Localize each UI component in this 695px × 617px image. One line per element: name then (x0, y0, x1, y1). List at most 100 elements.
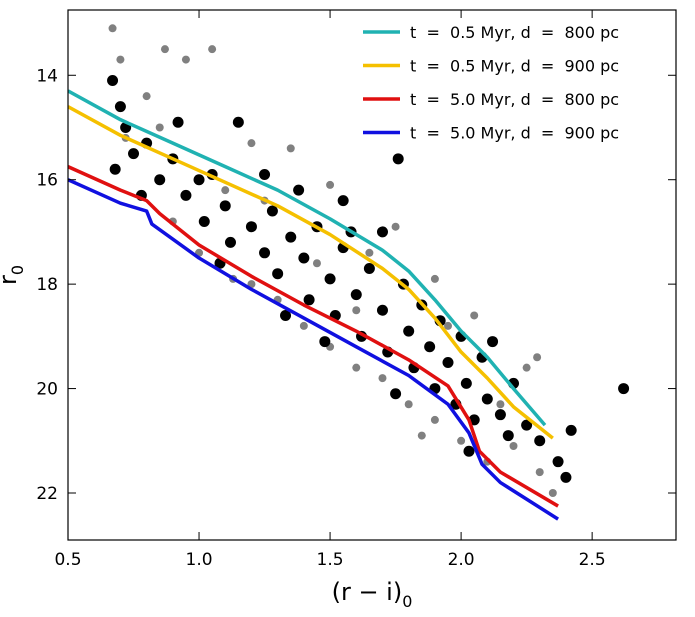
data-point (502, 430, 514, 442)
data-point (565, 424, 577, 436)
data-point (337, 195, 349, 207)
data-point (403, 325, 415, 337)
data-point (324, 273, 336, 285)
y-tick-label: 20 (36, 380, 58, 400)
data-point (285, 231, 297, 243)
axes-frame (67, 9, 677, 541)
data-point (181, 55, 190, 64)
data-point (193, 174, 205, 186)
data-point (534, 435, 546, 447)
data-point (560, 471, 572, 483)
x-tick-label: 2.5 (579, 550, 606, 570)
data-point (286, 144, 295, 153)
data-point (363, 262, 375, 274)
data-point (470, 311, 479, 320)
data-point (107, 74, 119, 86)
x-axis-label-text: (r − i) (332, 578, 403, 606)
data-point (224, 236, 236, 248)
data-point (430, 274, 439, 283)
data-point (155, 123, 164, 132)
data-point (392, 153, 404, 165)
data-point (142, 92, 151, 101)
data-point (109, 163, 121, 175)
x-tick-label: 1.5 (317, 550, 344, 570)
data-point (365, 248, 374, 257)
legend-label: t = 5.0 Myr, d = 800 pc (410, 90, 619, 109)
data-point (293, 184, 305, 196)
x-tick-label: 0.5 (54, 550, 81, 570)
data-point (198, 215, 210, 227)
data-point (535, 468, 544, 477)
data-point (463, 445, 475, 457)
data-point (352, 306, 361, 315)
legend-label: t = 5.0 Myr, d = 900 pc (410, 124, 619, 143)
data-point (172, 116, 184, 128)
data-point (299, 321, 308, 330)
data-point (312, 259, 321, 268)
data-point (272, 268, 284, 280)
data-point (404, 400, 413, 409)
data-point (509, 442, 518, 451)
data-point (417, 431, 426, 440)
y-axis-label-text: r (0, 275, 22, 285)
legend-label: t = 0.5 Myr, d = 900 pc (410, 57, 619, 76)
x-axis-label-sub: 0 (402, 592, 412, 611)
data-point (548, 489, 557, 498)
data-point (128, 148, 140, 160)
y-axis-label-sub: 0 (8, 265, 27, 275)
data-point (326, 180, 335, 189)
data-point (245, 221, 257, 233)
data-point (247, 139, 256, 148)
data-point (376, 304, 388, 316)
data-point (430, 415, 439, 424)
data-point (533, 353, 542, 362)
data-point (116, 55, 125, 64)
data-point (108, 24, 117, 33)
data-point (552, 456, 564, 468)
y-axis-label: r0 (0, 265, 27, 285)
data-point (259, 247, 271, 259)
data-point (352, 363, 361, 372)
x-tick-label: 2.0 (448, 550, 475, 570)
data-point (376, 226, 388, 238)
data-point (444, 321, 452, 330)
data-point (618, 383, 630, 395)
data-point (160, 45, 169, 54)
data-point (494, 409, 506, 421)
isochrone-line (68, 105, 554, 440)
y-tick-label: 18 (36, 275, 58, 295)
plot-area (68, 24, 630, 521)
data-point (350, 289, 362, 301)
data-point (457, 436, 466, 445)
isochrone-line (68, 165, 559, 508)
data-point (280, 309, 292, 321)
data-point (378, 374, 387, 383)
data-point (259, 168, 271, 180)
data-point (319, 336, 331, 348)
data-point (219, 200, 231, 212)
legend-label: t = 0.5 Myr, d = 800 pc (410, 23, 619, 42)
data-point (232, 116, 244, 128)
data-point (303, 294, 315, 306)
y-tick-label: 16 (36, 171, 58, 191)
data-point (424, 341, 436, 353)
data-point (522, 363, 531, 372)
data-point (208, 45, 217, 54)
x-tick-label: 1.0 (186, 550, 213, 570)
data-point (114, 101, 126, 113)
data-point (521, 419, 533, 431)
data-point (266, 205, 278, 217)
data-point (496, 400, 505, 409)
isochrone-line (68, 178, 560, 521)
data-point (391, 222, 400, 231)
data-point (481, 393, 493, 405)
data-point (487, 336, 499, 348)
x-axis-label: (r − i)0 (332, 578, 413, 611)
data-point (460, 377, 472, 389)
y-tick-label: 22 (36, 484, 58, 504)
data-point (180, 189, 192, 201)
data-point (154, 174, 166, 186)
y-tick-label: 14 (36, 66, 58, 86)
